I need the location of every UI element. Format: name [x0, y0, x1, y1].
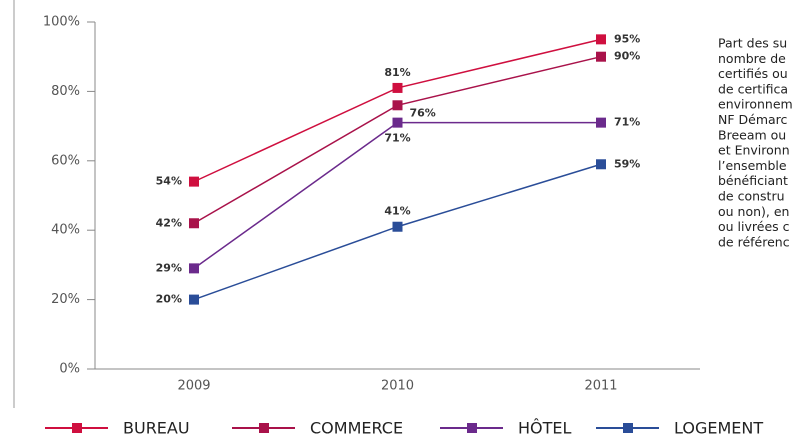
- series-line: [193, 38, 602, 183]
- data-label: 20%: [156, 293, 182, 306]
- legend-marker: [72, 423, 82, 433]
- y-tick-label: 60%: [51, 153, 80, 168]
- annotation-line: de constru: [718, 189, 785, 204]
- legend-label: BUREAU: [123, 419, 190, 438]
- data-point: [189, 294, 199, 305]
- annotation-line: Part des su: [718, 36, 787, 51]
- data-label: 90%: [614, 50, 640, 63]
- data-point: [392, 117, 403, 128]
- x-tick-label: 2011: [584, 379, 617, 394]
- data-label: 95%: [614, 32, 640, 45]
- data-label: 81%: [384, 66, 410, 79]
- y-tick-label: 40%: [51, 223, 80, 238]
- legend-label: HÔTEL: [518, 419, 572, 438]
- data-point: [189, 176, 199, 187]
- data-point: [596, 34, 606, 45]
- annotation-line: ou livrées c: [718, 219, 790, 234]
- series-line: [193, 163, 602, 301]
- legend-label: LOGEMENT: [674, 419, 763, 438]
- legend-marker: [259, 423, 269, 433]
- data-point: [189, 218, 199, 229]
- annotation-line: certifiés ou: [718, 66, 788, 81]
- data-point: [596, 117, 606, 128]
- annotation-line: Breeam ou: [718, 127, 786, 142]
- annotation-line: bénéficiant: [718, 173, 788, 188]
- data-point: [392, 82, 403, 93]
- annotation-line: NF Démarc: [718, 112, 788, 127]
- legend-label: COMMERCE: [310, 419, 403, 438]
- data-label: 71%: [614, 116, 640, 129]
- x-tick-label: 2010: [381, 379, 414, 394]
- data-point: [189, 263, 199, 274]
- data-label: 42%: [156, 216, 182, 229]
- annotation-line: environnem: [718, 97, 793, 112]
- data-point: [392, 221, 403, 232]
- y-tick-label: 80%: [51, 84, 80, 99]
- legend-marker: [623, 423, 633, 433]
- annotation-line: nombre de: [718, 51, 786, 66]
- data-label: 76%: [410, 106, 436, 119]
- y-tick-label: 100%: [43, 15, 80, 30]
- data-point: [596, 51, 606, 62]
- annotation-line: ou non), en: [718, 204, 789, 219]
- data-label: 59%: [614, 157, 640, 170]
- data-label: 54%: [156, 175, 182, 188]
- data-label: 29%: [156, 261, 182, 274]
- legend-marker: [467, 423, 477, 433]
- data-label: 71%: [384, 132, 410, 145]
- annotation-line: et Environn: [718, 143, 790, 158]
- data-point: [596, 159, 606, 170]
- annotation-line: l’ensemble: [718, 158, 787, 173]
- annotation-line: de certifica: [718, 81, 788, 96]
- y-tick-label: 20%: [51, 292, 80, 307]
- data-point: [392, 100, 403, 111]
- annotation-line: de référenc: [718, 234, 790, 249]
- data-label: 41%: [384, 205, 410, 218]
- x-tick-label: 2009: [177, 379, 210, 394]
- y-tick-label: 0%: [59, 362, 80, 377]
